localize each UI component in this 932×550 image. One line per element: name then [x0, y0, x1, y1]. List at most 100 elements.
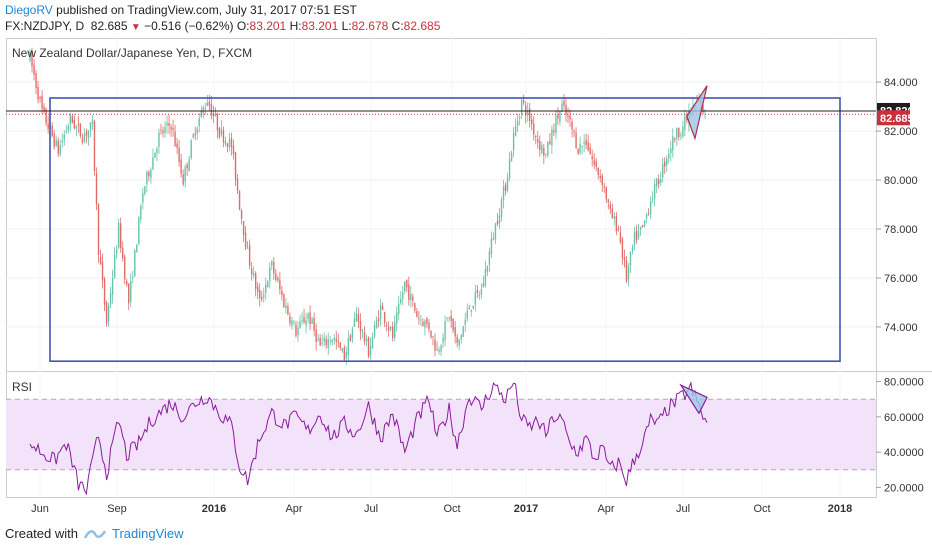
candle-body — [381, 306, 384, 310]
candle-body — [559, 111, 561, 122]
candle — [283, 292, 285, 309]
candle — [478, 290, 481, 300]
candle — [555, 110, 557, 140]
candle — [321, 334, 323, 347]
tradingview-link[interactable]: TradingView — [111, 526, 184, 541]
candle — [516, 114, 519, 132]
candle-body — [289, 316, 291, 324]
candle-body — [273, 261, 275, 274]
time-tick-label: Apr — [285, 503, 302, 515]
candle-body — [81, 138, 84, 143]
price-wedge — [686, 85, 708, 141]
candle-body — [396, 312, 398, 324]
candle — [535, 134, 537, 145]
candle-body — [67, 126, 69, 131]
candle-body — [537, 138, 539, 143]
candle-body — [651, 198, 654, 200]
candle — [226, 142, 229, 153]
candle-body — [387, 327, 390, 331]
candle-body — [643, 220, 646, 227]
candle-body — [132, 277, 134, 279]
author-link[interactable]: DiegoRV — [5, 3, 53, 17]
candle — [617, 225, 620, 232]
candle-body — [65, 130, 67, 132]
candle — [659, 171, 662, 187]
candle — [468, 304, 470, 310]
candle-body — [539, 141, 541, 150]
candle-body — [244, 232, 247, 248]
candle — [649, 196, 652, 219]
candle-body — [543, 147, 545, 156]
candle-body — [363, 332, 366, 342]
candle-body — [666, 158, 668, 166]
candle-body — [547, 142, 549, 156]
candle — [629, 251, 632, 274]
candle — [47, 115, 49, 134]
candle-body — [375, 320, 378, 328]
candle-body — [293, 322, 295, 324]
candle-body — [440, 345, 442, 352]
candle-body — [565, 104, 567, 115]
candle-body — [365, 338, 368, 342]
candle-body — [404, 281, 406, 292]
price-tick-label: 82.000 — [884, 126, 918, 138]
candle — [611, 203, 614, 219]
candle-body — [301, 320, 303, 321]
candle — [520, 99, 523, 119]
candle — [442, 333, 444, 348]
candle — [204, 102, 207, 115]
candle-body — [77, 123, 80, 125]
candle-body — [480, 288, 483, 295]
candle — [414, 302, 416, 314]
candle — [113, 247, 116, 279]
candle — [87, 130, 90, 146]
candle-body — [160, 129, 162, 131]
candle — [128, 283, 130, 311]
candle — [682, 120, 684, 139]
candle-body — [256, 286, 259, 292]
candle — [563, 94, 565, 110]
candle — [91, 114, 94, 131]
candle — [450, 310, 452, 328]
candle — [299, 315, 301, 329]
candle — [680, 131, 682, 141]
candle-body — [460, 334, 462, 340]
candle-body — [357, 314, 360, 323]
candle — [637, 223, 640, 240]
candle-body — [583, 142, 585, 144]
candle-body — [261, 297, 263, 300]
drawings: 82.82082.685 — [6, 85, 914, 363]
candle — [140, 203, 142, 224]
candle-body — [412, 296, 414, 301]
candle-body — [206, 102, 209, 106]
candle-body — [414, 303, 416, 311]
candle-body — [103, 278, 106, 305]
open-value: 83.201 — [249, 19, 287, 33]
candle — [315, 323, 317, 351]
candle-body — [99, 257, 102, 265]
candle — [607, 198, 610, 210]
candle — [359, 313, 362, 341]
candle-body — [551, 128, 553, 146]
candle-body — [444, 321, 446, 340]
candle-body — [176, 143, 178, 148]
time-tick-label: Apr — [597, 503, 614, 515]
candle — [85, 128, 88, 144]
candle — [317, 333, 319, 342]
candle-body — [446, 318, 448, 320]
time-tick-label: 2018 — [828, 503, 852, 515]
candle-body — [313, 317, 315, 331]
candle-body — [367, 337, 370, 357]
candle — [609, 201, 612, 214]
candle-body — [385, 324, 388, 326]
rsi-tick-label: 40.0000 — [884, 447, 924, 459]
candle — [668, 148, 670, 164]
candle — [470, 309, 472, 317]
candle — [156, 146, 158, 161]
time-tick-label: Sep — [107, 503, 127, 515]
candle — [514, 118, 517, 137]
candle — [353, 312, 356, 327]
candle — [99, 249, 102, 265]
candle-body — [589, 147, 591, 155]
